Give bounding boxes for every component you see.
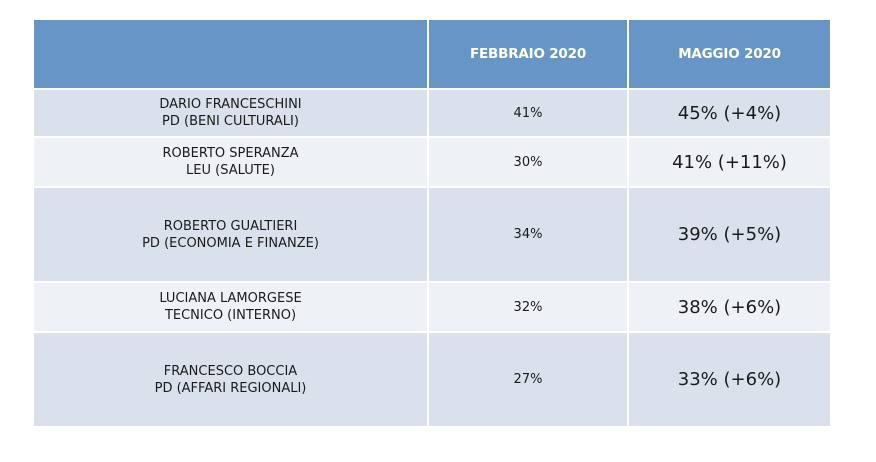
- minister-name: ROBERTO GUALTIERI: [163, 218, 298, 234]
- ministers-approval-table: FEBBRAIO 2020 MAGGIO 2020 DARIO FRANCESC…: [34, 20, 830, 426]
- minister-role: PD (BENI CULTURALI): [162, 114, 299, 129]
- header-cell-may: MAGGIO 2020: [628, 20, 830, 89]
- minister-name: ROBERTO SPERANZA: [162, 146, 299, 161]
- table-row: DARIO FRANCESCHINI PD (BENI CULTURALI) 4…: [34, 88, 830, 137]
- header-row: FEBBRAIO 2020 MAGGIO 2020: [34, 20, 830, 89]
- table-row: LUCIANA LAMORGESE TECNICO (INTERNO) 32% …: [34, 281, 830, 332]
- table-row: ROBERTO SPERANZA LEU (SALUTE) 30% 41% (+…: [34, 136, 830, 187]
- table-header: FEBBRAIO 2020 MAGGIO 2020: [34, 20, 830, 89]
- may-value: 45% (+4%): [628, 88, 830, 137]
- minister-name: LUCIANA LAMORGESE: [159, 291, 302, 306]
- minister-name: FRANCESCO BOCCIA: [163, 363, 298, 379]
- minister-cell: ROBERTO GUALTIERI PD (ECONOMIA E FINANZE…: [34, 186, 429, 282]
- may-value: 38% (+6%): [628, 281, 830, 332]
- table-row: ROBERTO GUALTIERI PD (ECONOMIA E FINANZE…: [34, 186, 830, 282]
- feb-value: 41%: [428, 88, 629, 137]
- header-cell-name: [34, 20, 429, 89]
- minister-cell: LUCIANA LAMORGESE TECNICO (INTERNO): [34, 281, 429, 332]
- feb-value: 27%: [428, 331, 629, 426]
- feb-value: 32%: [428, 281, 629, 332]
- may-value: 39% (+5%): [628, 186, 830, 282]
- feb-value: 34%: [428, 186, 629, 282]
- minister-name: DARIO FRANCESCHINI: [159, 97, 302, 112]
- minister-role: LEU (SALUTE): [186, 163, 275, 178]
- minister-role: TECNICO (INTERNO): [164, 308, 297, 323]
- minister-role: PD (ECONOMIA E FINANZE): [142, 235, 319, 251]
- may-value: 41% (+11%): [628, 136, 830, 187]
- minister-role: PD (AFFARI REGIONALI): [154, 380, 307, 396]
- table-row: FRANCESCO BOCCIA PD (AFFARI REGIONALI) 2…: [34, 331, 830, 426]
- feb-value: 30%: [428, 136, 629, 187]
- table-body: DARIO FRANCESCHINI PD (BENI CULTURALI) 4…: [34, 88, 830, 426]
- header-cell-feb: FEBBRAIO 2020: [428, 20, 629, 89]
- minister-cell: DARIO FRANCESCHINI PD (BENI CULTURALI): [34, 88, 429, 137]
- may-value: 33% (+6%): [628, 331, 830, 426]
- data-table: FEBBRAIO 2020 MAGGIO 2020 DARIO FRANCESC…: [34, 20, 830, 426]
- minister-cell: FRANCESCO BOCCIA PD (AFFARI REGIONALI): [34, 331, 429, 426]
- minister-cell: ROBERTO SPERANZA LEU (SALUTE): [34, 136, 429, 187]
